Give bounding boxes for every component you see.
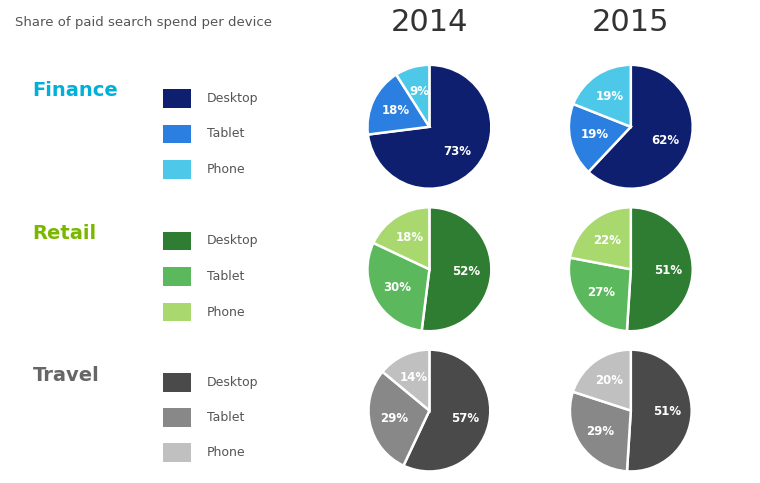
Text: 51%: 51% [654, 405, 682, 418]
Text: 57%: 57% [451, 412, 479, 425]
Text: 51%: 51% [654, 264, 682, 277]
Text: 19%: 19% [596, 89, 624, 102]
Wedge shape [573, 350, 631, 411]
Text: 22%: 22% [593, 234, 621, 247]
Text: Tablet: Tablet [207, 270, 245, 283]
Text: 30%: 30% [383, 281, 411, 294]
Text: Desktop: Desktop [207, 376, 258, 389]
Text: 29%: 29% [587, 425, 615, 438]
FancyBboxPatch shape [163, 267, 192, 285]
Text: Phone: Phone [207, 446, 245, 459]
Text: 14%: 14% [400, 371, 428, 384]
Text: 9%: 9% [409, 85, 429, 98]
Wedge shape [588, 65, 693, 189]
Wedge shape [570, 392, 631, 471]
Text: Tablet: Tablet [207, 128, 245, 141]
Wedge shape [367, 74, 429, 135]
Text: 2015: 2015 [592, 8, 670, 37]
FancyBboxPatch shape [163, 89, 192, 108]
Wedge shape [573, 65, 631, 127]
Text: 2014: 2014 [391, 8, 468, 37]
Wedge shape [422, 207, 492, 331]
Wedge shape [568, 257, 631, 331]
Text: 52%: 52% [452, 265, 480, 278]
Text: 29%: 29% [380, 412, 408, 425]
FancyBboxPatch shape [163, 160, 192, 179]
Text: Tablet: Tablet [207, 411, 245, 424]
Wedge shape [367, 243, 429, 331]
Text: 19%: 19% [581, 128, 609, 142]
Text: Retail: Retail [33, 224, 97, 242]
Wedge shape [404, 350, 490, 471]
Text: Desktop: Desktop [207, 234, 258, 247]
Wedge shape [396, 65, 429, 127]
Wedge shape [627, 207, 693, 331]
Wedge shape [568, 104, 631, 172]
Wedge shape [373, 207, 429, 270]
FancyBboxPatch shape [163, 231, 192, 250]
Text: Finance: Finance [33, 81, 119, 100]
Text: Share of paid search spend per device: Share of paid search spend per device [15, 16, 272, 29]
Text: Phone: Phone [207, 163, 245, 176]
Text: 27%: 27% [587, 285, 616, 298]
Text: Desktop: Desktop [207, 92, 258, 105]
FancyBboxPatch shape [163, 125, 192, 143]
Text: 73%: 73% [443, 145, 471, 158]
Wedge shape [382, 350, 429, 411]
FancyBboxPatch shape [163, 409, 192, 426]
Text: Phone: Phone [207, 306, 245, 318]
Text: 18%: 18% [382, 104, 410, 117]
Text: 20%: 20% [595, 374, 623, 387]
FancyBboxPatch shape [163, 443, 192, 462]
Wedge shape [570, 207, 631, 270]
FancyBboxPatch shape [163, 303, 192, 321]
Text: 18%: 18% [395, 231, 423, 244]
Wedge shape [369, 372, 429, 466]
FancyBboxPatch shape [163, 373, 192, 392]
Wedge shape [627, 350, 692, 471]
Text: 62%: 62% [651, 134, 679, 147]
Text: Travel: Travel [33, 366, 100, 385]
Wedge shape [368, 65, 492, 189]
